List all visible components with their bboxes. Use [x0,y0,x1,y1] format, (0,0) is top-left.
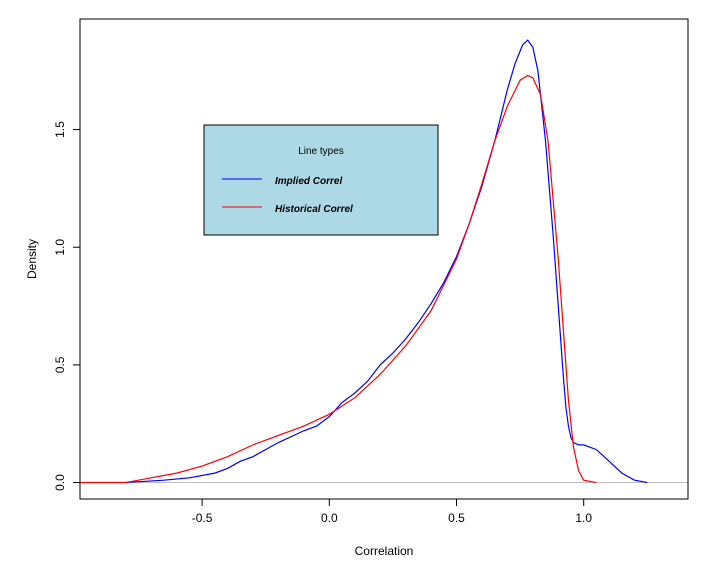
y-tick-label: 1.5 [53,121,67,138]
y-axis-title: Density [25,239,39,279]
y-tick-label: 0.0 [53,474,67,491]
series-line-historical-correl [80,74,597,484]
x-axis: -0.5 0.0 0.5 1.0 [192,498,592,525]
x-tick-label: 0.5 [448,511,465,525]
x-axis-title: Correlation [355,544,414,558]
legend-box [203,124,439,236]
legend-title: Line types [298,146,344,157]
x-tick-label: 1.0 [575,511,592,525]
y-axis: 0.0 0.5 1.0 1.5 [53,121,81,491]
legend: Line types Implied Correl Historical Cor… [203,124,439,236]
legend-entry-historical: Historical Correl [275,204,353,215]
y-tick-label: 1.0 [53,239,67,256]
legend-entry-implied: Implied Correl [275,176,342,187]
y-tick-label: 0.5 [53,356,67,373]
x-tick-label: 0.0 [321,511,338,525]
x-tick-label: -0.5 [192,511,213,525]
